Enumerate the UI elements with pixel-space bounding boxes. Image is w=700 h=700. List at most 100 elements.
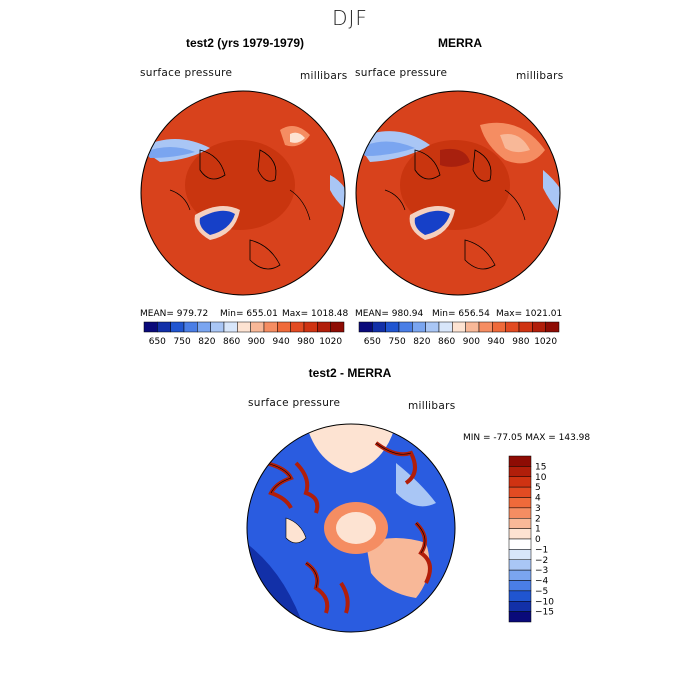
greenland-low	[199, 210, 235, 235]
colorbar-swatch	[330, 321, 345, 333]
coastline	[249, 239, 281, 270]
colorbar-swatch	[508, 518, 532, 529]
colorbar-swatch	[277, 321, 291, 333]
colorbar-swatch	[170, 321, 185, 333]
colorbar-swatch	[465, 321, 480, 333]
colorbar-swatch	[508, 486, 532, 498]
coastline	[169, 189, 311, 221]
left-min: Min= 655.01	[220, 309, 278, 319]
colorbar-tick-label: 900	[248, 337, 265, 347]
colorbar-swatch	[508, 538, 532, 550]
colorbar-swatch	[508, 528, 532, 540]
right-variable-label: surface pressure	[355, 67, 448, 79]
right-min: Min= 656.54	[432, 309, 490, 319]
himalaya-core	[360, 141, 415, 156]
colorbar-tick-label: −15	[535, 608, 554, 618]
colorbar-swatch	[143, 321, 158, 333]
colorbar-swatch	[398, 321, 413, 333]
colorbar-tick-label: 650	[364, 337, 381, 347]
colorbar-swatch	[237, 321, 251, 333]
greenland-low	[414, 210, 450, 235]
colorbar-swatch	[545, 321, 560, 333]
colorbar-tick-label: 820	[413, 337, 430, 347]
colorbar-tick-label: 820	[198, 337, 215, 347]
colorbar-tick-label: 4	[535, 494, 541, 504]
colorbar-tick-label: −2	[535, 556, 548, 566]
diff-map	[246, 423, 456, 633]
colorbar-tick-label: 650	[149, 337, 166, 347]
colorbar-swatch	[223, 321, 238, 333]
colorbar-swatch	[478, 321, 493, 333]
andes-edge	[543, 170, 560, 215]
colorbar-swatch	[210, 321, 225, 333]
diff-units-label: millibars	[408, 400, 456, 412]
colorbar-swatch	[317, 321, 331, 333]
diff-minmax: MIN = -77.05 MAX = 143.98	[463, 433, 591, 443]
colorbar-tick-label: −3	[535, 566, 548, 576]
siberian-high	[440, 148, 470, 167]
colorbar-swatch	[425, 321, 440, 333]
colorbar-tick-label: 2	[535, 514, 541, 524]
right-units-label: millibars	[516, 70, 564, 82]
colorbar-swatch	[250, 321, 265, 333]
colorbar-swatch	[508, 559, 532, 571]
colorbar-swatch	[263, 321, 278, 333]
coastline	[414, 149, 441, 180]
colorbar-tick-label: 940	[273, 337, 290, 347]
positive-anomaly-core	[336, 512, 376, 544]
right-panel-title: MERRA	[438, 36, 482, 50]
colorbar-swatch	[508, 507, 532, 519]
colorbar-swatch	[508, 476, 532, 488]
colorbar-swatch	[508, 497, 532, 509]
colorbar-tick-label: −10	[535, 597, 554, 607]
colorbar-swatch	[508, 549, 532, 560]
colorbar-tick-label: 750	[174, 337, 191, 347]
colorbar-swatch	[508, 466, 532, 477]
colorbar-tick-label: 940	[488, 337, 505, 347]
colorbar-swatch	[372, 321, 386, 333]
figure-title: DJF	[332, 6, 368, 30]
colorbar-tick-label: 1020	[319, 337, 342, 347]
colorbar-tick-label: 900	[463, 337, 480, 347]
colorbar-swatch	[508, 601, 532, 612]
colorbar-swatch	[508, 590, 532, 602]
coastline	[257, 149, 277, 182]
colorbar-tick-label: 750	[389, 337, 406, 347]
right-mean: MEAN= 980.94	[355, 309, 424, 319]
colorbar-tick-label: 3	[535, 504, 541, 514]
colorbar-swatch	[452, 321, 466, 333]
greenland-outline	[285, 517, 307, 544]
rockies-core	[290, 132, 305, 143]
left-variable-label: surface pressure	[140, 67, 233, 79]
andes-edge	[330, 175, 345, 210]
diff-variable-label: surface pressure	[248, 397, 341, 409]
positive-anomaly-north	[306, 424, 396, 473]
colorbar-swatch	[508, 580, 532, 592]
colorbar-swatch	[492, 321, 506, 333]
diff-panel-title: test2 - MERRA	[308, 366, 392, 380]
left-colorbar: 650 750 820 860 900 940 980 1020	[143, 321, 345, 347]
coastline	[265, 442, 426, 589]
colorbar-swatch	[385, 321, 400, 333]
map-border	[246, 423, 456, 633]
colorbar-swatch	[508, 569, 532, 581]
colorbar-swatch	[532, 321, 546, 333]
colorbar-tick-label: −4	[535, 577, 549, 587]
colorbar-tick-label: 860	[438, 337, 455, 347]
right-map	[355, 90, 561, 296]
colorbar-tick-label: 15	[535, 462, 546, 472]
colorbar-swatch	[508, 611, 532, 623]
himalaya-core	[145, 147, 195, 158]
colorbar-swatch	[505, 321, 520, 333]
colorbar-tick-label: 1020	[534, 337, 557, 347]
rockies-core	[500, 134, 530, 153]
left-mean: MEAN= 979.72	[140, 309, 209, 319]
colorbar-tick-label: −5	[535, 587, 548, 597]
left-max: Max= 1018.48	[282, 309, 349, 319]
colorbar-swatch	[183, 321, 198, 333]
colorbar-tick-label: 5	[535, 483, 541, 493]
map-border	[140, 90, 346, 296]
colorbar-swatch	[290, 321, 305, 333]
colorbar-tick-label: −1	[535, 545, 548, 555]
colorbar-swatch	[358, 321, 373, 333]
